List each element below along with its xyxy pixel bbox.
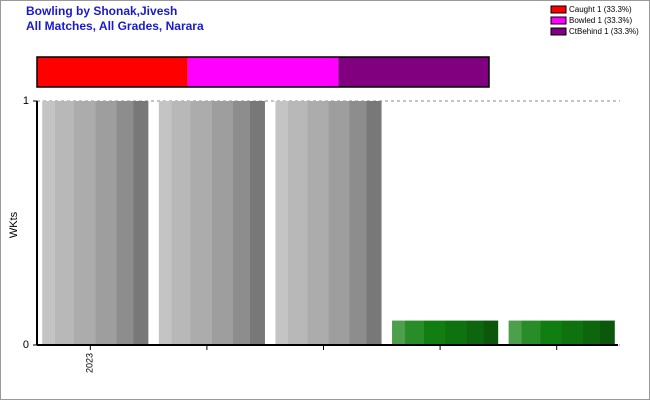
breakdown-segment [37, 57, 188, 87]
legend-label: Caught 1 (33.3%) [569, 5, 632, 14]
legend-swatch [550, 27, 567, 36]
y-axis-label: WKts [8, 211, 20, 238]
bar-shading [392, 320, 499, 345]
bar-shading [275, 101, 382, 345]
bar-shading [508, 320, 615, 345]
chart-title: Bowling by Shonak,Jivesh [26, 4, 177, 18]
y-tick-label: 0 [23, 339, 29, 351]
bar-shading [158, 101, 265, 345]
legend-swatch [550, 5, 567, 14]
y-tick-label: 1 [23, 95, 29, 107]
legend-label: CtBehind 1 (33.3%) [569, 27, 639, 36]
breakdown-segment [338, 57, 489, 87]
chart-subtitle: All Matches, All Grades, Narara [26, 19, 204, 33]
legend-swatch [550, 16, 567, 25]
legend-label: Bowled 1 (33.3%) [569, 16, 632, 25]
bar-shading [42, 101, 149, 345]
x-tick-label: 2023 [85, 353, 95, 373]
breakdown-segment [187, 57, 339, 87]
breakdown-border [36, 56, 490, 88]
